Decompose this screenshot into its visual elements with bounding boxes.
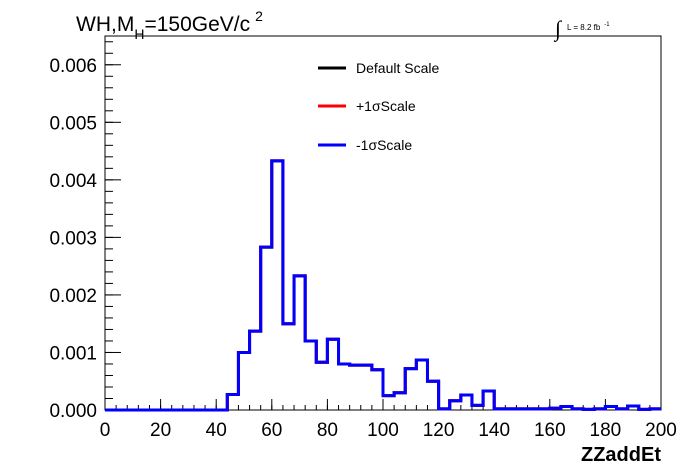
x-tick-label: 120	[423, 420, 455, 441]
y-tick-label: 0.000	[49, 401, 97, 422]
y-tick-label: 0.002	[49, 286, 97, 307]
x-tick-label: 180	[590, 420, 622, 441]
x-tick-label: 200	[645, 420, 677, 441]
legend-label-default-scale: Default Scale	[356, 60, 439, 76]
series-line-2--1-scale	[105, 159, 661, 412]
lumi-integral-sign: ∫	[553, 16, 563, 42]
x-tick-label: 40	[206, 420, 227, 441]
x-axis-label: ZZaddEt	[581, 444, 661, 466]
y-tick-label: 0.006	[49, 56, 97, 77]
x-tick-label: 80	[317, 420, 338, 441]
lumi-label: L = 8.2 fb -1	[567, 22, 610, 32]
title-rest: =150GeV/c	[144, 13, 250, 36]
x-tick-label: 60	[261, 420, 282, 441]
y-tick-label: 0.001	[49, 343, 97, 364]
lumi-superscript: -1	[604, 22, 610, 28]
histogram-series	[105, 159, 661, 412]
legend-label-plus-sigma: +1σScale	[356, 98, 416, 114]
y-tick-label: 0.004	[49, 171, 97, 192]
y-tick-label: 0.003	[49, 228, 97, 249]
x-tick-label: 0	[100, 420, 111, 441]
y-tick-label: 0.005	[49, 113, 97, 134]
y-axis-ticks: 0.000 0.001 0.002 0.003 0.004 0.005 0.006	[49, 41, 121, 422]
chart-title: WH,MH=150GeV/c 2	[76, 8, 263, 42]
x-tick-label: 100	[367, 420, 399, 441]
x-tick-label: 160	[534, 420, 566, 441]
legend: Default Scale +1σScale -1σScale	[318, 60, 439, 153]
lumi-text: L = 8.2 fb	[567, 23, 601, 32]
title-superscript: 2	[255, 8, 263, 24]
title-main: WH,M	[76, 13, 134, 36]
x-tick-label: 140	[478, 420, 510, 441]
legend-label-minus-sigma: -1σScale	[356, 137, 412, 153]
x-tick-label: 20	[150, 420, 171, 441]
title-subscript: H	[134, 26, 144, 42]
x-axis-ticks: 0 20 40 60 80 100 120 140 160 180 200	[100, 399, 677, 441]
